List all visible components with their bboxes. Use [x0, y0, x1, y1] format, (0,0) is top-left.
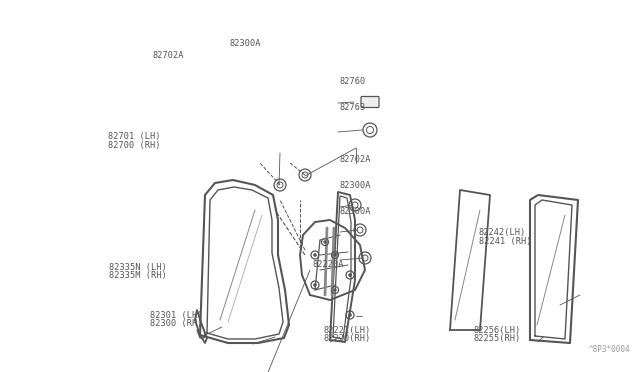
Text: 82220A: 82220A — [312, 260, 344, 269]
Circle shape — [349, 274, 351, 276]
Text: 82300 (RH): 82300 (RH) — [150, 319, 203, 328]
Circle shape — [314, 254, 316, 256]
Circle shape — [334, 289, 336, 291]
Text: 82763: 82763 — [339, 103, 365, 112]
Text: 82255(RH): 82255(RH) — [474, 334, 521, 343]
Circle shape — [349, 314, 351, 316]
FancyBboxPatch shape — [361, 96, 379, 108]
Text: 82335N (LH): 82335N (LH) — [109, 263, 166, 272]
Text: 82300A: 82300A — [339, 181, 371, 190]
Text: ^8P3*0004: ^8P3*0004 — [588, 345, 630, 354]
Text: 82760: 82760 — [339, 77, 365, 86]
Circle shape — [334, 254, 336, 256]
Text: 82701 (LH): 82701 (LH) — [108, 132, 160, 141]
Circle shape — [324, 241, 326, 243]
Text: 82702A: 82702A — [339, 155, 371, 164]
Text: 82256(LH): 82256(LH) — [474, 326, 521, 335]
Text: 82220(RH): 82220(RH) — [323, 334, 371, 343]
Text: 82702A: 82702A — [152, 51, 184, 60]
Text: 82242(LH): 82242(LH) — [479, 228, 526, 237]
Text: 82241 (RH): 82241 (RH) — [479, 237, 531, 246]
Text: 82700 (RH): 82700 (RH) — [108, 141, 160, 150]
Text: 82300A: 82300A — [339, 207, 371, 216]
Text: 82301 (LH): 82301 (LH) — [150, 311, 203, 320]
Circle shape — [314, 284, 316, 286]
Text: 82221(LH): 82221(LH) — [323, 326, 371, 335]
Text: 82300A: 82300A — [229, 39, 260, 48]
Text: 82335M (RH): 82335M (RH) — [109, 271, 166, 280]
